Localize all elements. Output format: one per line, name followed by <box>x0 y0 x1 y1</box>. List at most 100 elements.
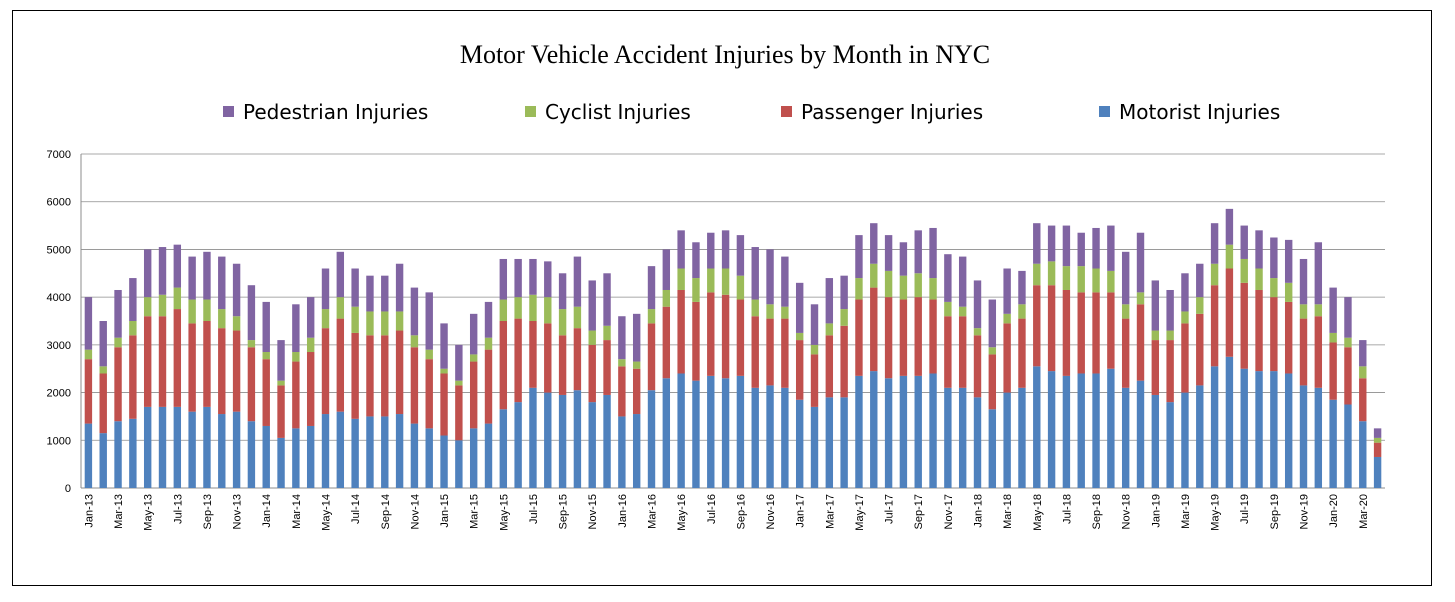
bar-pedestrian-injuries-jan-16 <box>618 316 626 360</box>
bar-cyclist-injuries-apr-15 <box>484 337 493 350</box>
bar-motorist-injuries-jun-18 <box>1047 371 1056 488</box>
bar-motorist-injuries-sep-17 <box>914 375 922 488</box>
bar-pedestrian-injuries-jun-17 <box>870 223 878 264</box>
x-tick-label: Sep-15 <box>558 494 570 529</box>
chart-frame: Motor Vehicle Accident Injuries by Month… <box>12 10 1432 586</box>
bar-passenger-injuries-jul-15 <box>529 321 537 388</box>
bar-motorist-injuries-apr-20 <box>1373 456 1382 488</box>
bar-motorist-injuries-mar-14 <box>292 428 300 488</box>
bar-cyclist-injuries-jan-19 <box>1151 330 1160 341</box>
bar-passenger-injuries-oct-16 <box>751 316 759 388</box>
bar-cyclist-injuries-aug-17 <box>899 275 908 300</box>
bar-motorist-injuries-aug-16 <box>721 378 730 488</box>
bar-cyclist-injuries-feb-15 <box>455 380 463 386</box>
bar-pedestrian-injuries-aug-15 <box>544 261 552 298</box>
bar-passenger-injuries-oct-18 <box>1107 292 1115 369</box>
bar-pedestrian-injuries-dec-17 <box>958 256 967 307</box>
bar-passenger-injuries-jul-13 <box>173 309 182 407</box>
bar-passenger-injuries-jan-19 <box>1151 340 1160 395</box>
x-tick-label: Mar-17 <box>824 494 836 529</box>
bar-motorist-injuries-sep-14 <box>381 416 389 488</box>
bar-motorist-injuries-jul-13 <box>173 406 182 488</box>
bar-cyclist-injuries-jan-18 <box>973 328 982 336</box>
bar-passenger-injuries-dec-17 <box>958 316 967 388</box>
x-tick-label: May-18 <box>1032 494 1044 531</box>
bar-pedestrian-injuries-sep-19 <box>1270 237 1278 279</box>
x-tick-label: Mar-20 <box>1358 494 1370 529</box>
bar-pedestrian-injuries-oct-13 <box>218 256 226 310</box>
bar-passenger-injuries-nov-18 <box>1121 318 1130 388</box>
bar-cyclist-injuries-sep-16 <box>736 275 745 300</box>
bar-cyclist-injuries-jan-17 <box>795 332 804 341</box>
bar-pedestrian-injuries-mar-20 <box>1359 340 1367 367</box>
bar-passenger-injuries-feb-14 <box>277 385 285 438</box>
x-tick-label: Sep-14 <box>380 494 392 529</box>
bar-cyclist-injuries-nov-18 <box>1121 304 1130 319</box>
bar-cyclist-injuries-feb-13 <box>99 366 107 374</box>
bar-cyclist-injuries-apr-18 <box>1018 304 1026 319</box>
bar-pedestrian-injuries-sep-14 <box>381 275 389 312</box>
bar-motorist-injuries-feb-16 <box>632 414 641 488</box>
bar-passenger-injuries-jan-17 <box>795 340 804 400</box>
bar-cyclist-injuries-jan-13 <box>84 349 93 360</box>
legend-swatch-passenger-injuries <box>781 106 792 117</box>
bar-motorist-injuries-jan-13 <box>84 423 93 488</box>
legend-swatch-motorist-injuries <box>1099 106 1110 117</box>
bar-motorist-injuries-jul-19 <box>1240 368 1248 488</box>
bar-motorist-injuries-apr-15 <box>484 423 493 488</box>
bar-passenger-injuries-oct-14 <box>395 330 404 415</box>
bar-cyclist-injuries-jun-18 <box>1047 261 1056 286</box>
bar-motorist-injuries-jun-14 <box>336 411 345 488</box>
bar-motorist-injuries-aug-14 <box>366 416 374 488</box>
bar-motorist-injuries-oct-19 <box>1284 373 1293 488</box>
bar-cyclist-injuries-aug-15 <box>544 297 552 324</box>
bar-motorist-injuries-jan-18 <box>973 397 982 488</box>
bar-pedestrian-injuries-may-15 <box>499 258 508 300</box>
bar-passenger-injuries-jul-18 <box>1062 289 1071 376</box>
y-tick-label: 2000 <box>47 388 71 400</box>
bar-cyclist-injuries-nov-16 <box>766 304 774 319</box>
bar-passenger-injuries-apr-18 <box>1018 318 1026 388</box>
bar-pedestrian-injuries-jun-18 <box>1047 225 1056 262</box>
bar-motorist-injuries-may-19 <box>1210 366 1219 488</box>
x-tick-label: Nov-19 <box>1299 494 1311 529</box>
bar-pedestrian-injuries-jul-16 <box>707 232 715 269</box>
x-tick-label: Sep-16 <box>735 494 747 529</box>
bar-pedestrian-injuries-nov-16 <box>766 249 774 305</box>
bar-cyclist-injuries-jul-14 <box>351 306 359 333</box>
bar-motorist-injuries-jan-14 <box>262 425 270 488</box>
x-tick-label: Jul-15 <box>528 494 540 524</box>
x-tick-label: Mar-18 <box>1002 494 1014 529</box>
bar-passenger-injuries-aug-18 <box>1077 292 1085 374</box>
bar-cyclist-injuries-nov-14 <box>410 335 419 348</box>
x-tick-label: Jul-19 <box>1239 494 1251 524</box>
bar-motorist-injuries-nov-19 <box>1299 385 1308 488</box>
bar-passenger-injuries-jun-13 <box>158 316 167 407</box>
bars <box>84 208 1382 488</box>
legend: Pedestrian Injuries Cyclist Injuries Passe… <box>223 100 1280 124</box>
bar-pedestrian-injuries-apr-13 <box>129 278 137 321</box>
bar-cyclist-injuries-dec-13 <box>247 340 256 348</box>
bar-motorist-injuries-sep-15 <box>558 394 567 488</box>
bar-pedestrian-injuries-sep-17 <box>914 230 922 274</box>
x-tick-label: May-13 <box>143 494 155 531</box>
bar-motorist-injuries-jan-15 <box>440 435 448 488</box>
bar-motorist-injuries-nov-17 <box>944 387 952 488</box>
x-tick-label: May-17 <box>854 494 866 531</box>
bar-motorist-injuries-may-17 <box>855 375 863 488</box>
bar-cyclist-injuries-oct-14 <box>395 311 404 331</box>
bar-cyclist-injuries-feb-18 <box>988 347 997 355</box>
bar-pedestrian-injuries-may-13 <box>143 249 152 298</box>
bar-passenger-injuries-may-16 <box>677 289 685 374</box>
bar-passenger-injuries-jan-13 <box>84 359 93 424</box>
bar-cyclist-injuries-feb-17 <box>810 344 819 355</box>
bar-passenger-injuries-apr-17 <box>840 325 848 398</box>
x-tick-label: May-16 <box>676 494 688 531</box>
bar-motorist-injuries-feb-15 <box>455 440 463 488</box>
bar-pedestrian-injuries-mar-13 <box>114 289 122 338</box>
bar-cyclist-injuries-mar-20 <box>1359 366 1367 379</box>
x-tick-label: Jul-17 <box>884 494 896 524</box>
bar-passenger-injuries-dec-15 <box>603 340 611 395</box>
bar-motorist-injuries-nov-16 <box>766 385 774 488</box>
bar-cyclist-injuries-dec-17 <box>958 306 967 317</box>
